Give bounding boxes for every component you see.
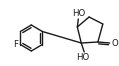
Text: HO: HO [77,54,90,63]
Text: O: O [111,38,118,48]
Text: HO: HO [72,9,85,17]
Text: F: F [13,40,18,49]
